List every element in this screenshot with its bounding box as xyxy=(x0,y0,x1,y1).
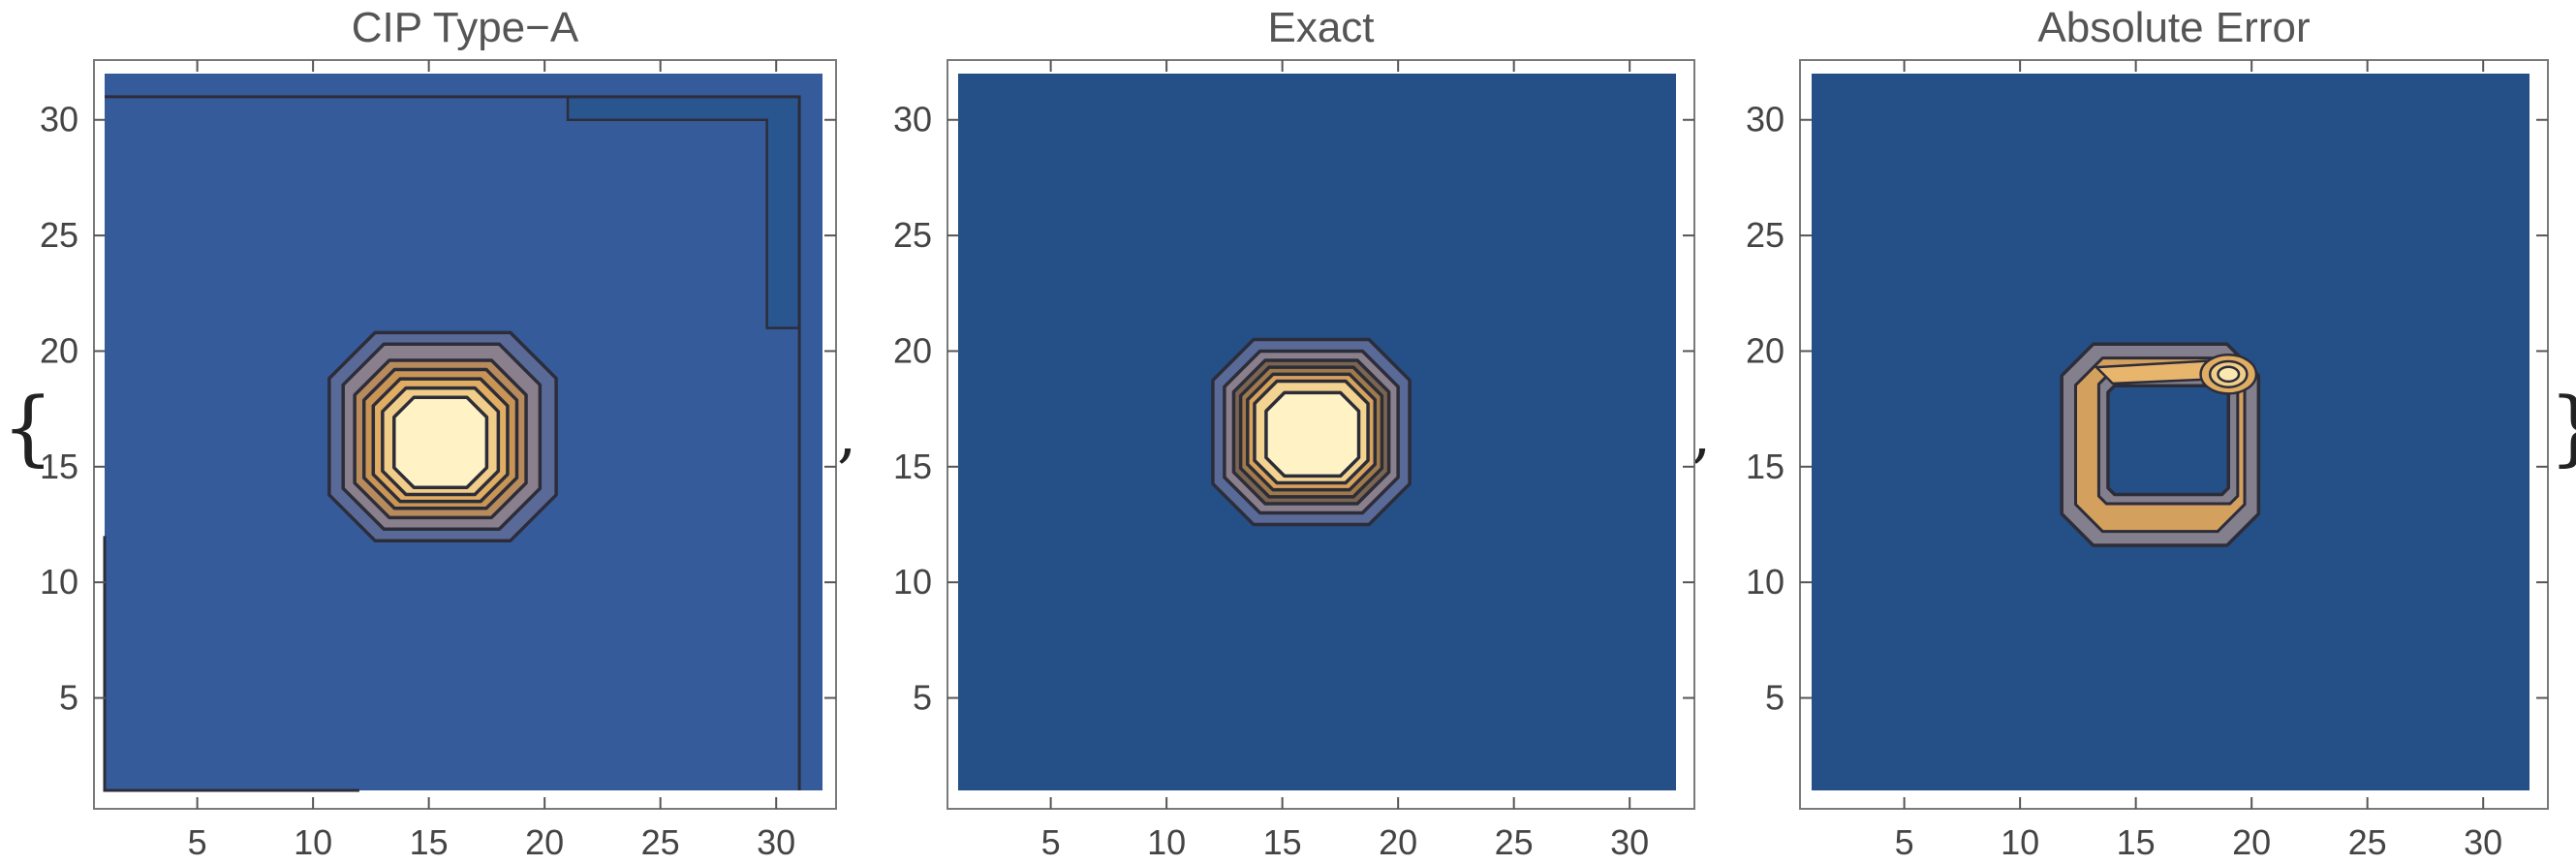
contour-level-7 xyxy=(1264,390,1361,479)
y-tick-label: 10 xyxy=(893,562,932,602)
y-tick-label: 25 xyxy=(1746,215,1785,255)
plot-frame xyxy=(1799,59,2549,810)
y-tick-label: 5 xyxy=(59,678,78,718)
y-tick-label: 15 xyxy=(893,447,932,486)
x-tick-label: 5 xyxy=(1041,822,1061,862)
boundary-contour-top-right xyxy=(105,95,801,790)
y-tick-label: 30 xyxy=(1746,100,1785,139)
list-separator-2: , xyxy=(1691,399,1711,471)
x-tick-label: 30 xyxy=(2464,822,2502,862)
y-tick-label: 30 xyxy=(893,100,932,139)
list-close-brace: } xyxy=(2549,380,2576,475)
list-separator-1: , xyxy=(837,399,856,471)
y-tick-label: 15 xyxy=(1746,447,1785,486)
plot-title: Exact xyxy=(1267,4,1374,51)
y-tick-label: 20 xyxy=(40,330,78,370)
contour-level-7 xyxy=(392,395,489,490)
x-tick-label: 30 xyxy=(1610,822,1649,862)
x-tick-label: 25 xyxy=(2348,822,2387,862)
y-tick-label: 10 xyxy=(1746,562,1785,602)
x-tick-label: 10 xyxy=(1147,822,1186,862)
x-tick-label: 15 xyxy=(1263,822,1302,862)
y-tick-label: 5 xyxy=(913,678,932,718)
x-tick-label: 5 xyxy=(188,822,207,862)
boundary-contour-bottom-left xyxy=(103,536,359,792)
y-tick-label: 10 xyxy=(40,562,78,602)
error-peak-contour-3 xyxy=(2217,365,2241,384)
x-tick-label: 20 xyxy=(2232,822,2271,862)
plot-title: Absolute Error xyxy=(2037,4,2310,51)
plot-title: CIP Type−A xyxy=(352,4,579,51)
y-tick-label: 20 xyxy=(893,330,932,370)
x-tick-label: 20 xyxy=(525,822,564,862)
x-tick-label: 20 xyxy=(1379,822,1417,862)
list-open-brace: { xyxy=(2,380,53,475)
x-tick-label: 5 xyxy=(1895,822,1914,862)
y-tick-label: 20 xyxy=(1746,330,1785,370)
x-tick-label: 30 xyxy=(757,822,795,862)
x-tick-label: 10 xyxy=(294,822,332,862)
plot-background xyxy=(1812,74,2529,790)
y-tick-label: 30 xyxy=(40,100,78,139)
y-tick-label: 25 xyxy=(40,215,78,255)
plot-frame xyxy=(93,59,837,810)
plot-frame xyxy=(947,59,1695,810)
panel-absolute-error: Absolute Error 5 10 15 20 25 30 5 10 15 20 25 30 xyxy=(1746,4,2549,862)
x-tick-label: 15 xyxy=(2117,822,2156,862)
x-tick-label: 15 xyxy=(410,822,449,862)
x-tick-label: 10 xyxy=(2001,822,2039,862)
y-tick-label: 5 xyxy=(1765,678,1785,718)
x-tick-label: 25 xyxy=(641,822,680,862)
x-tick-label: 25 xyxy=(1495,822,1534,862)
panel-exact: Exact 5 10 15 20 25 30 5 10 15 20 25 30 xyxy=(893,4,1695,862)
y-tick-label: 25 xyxy=(893,215,932,255)
y-tick-label: 15 xyxy=(40,447,78,486)
panel-cip-type-a: CIP Type−A 5 10 15 20 25 30 5 10 15 20 25 30 xyxy=(40,4,837,862)
